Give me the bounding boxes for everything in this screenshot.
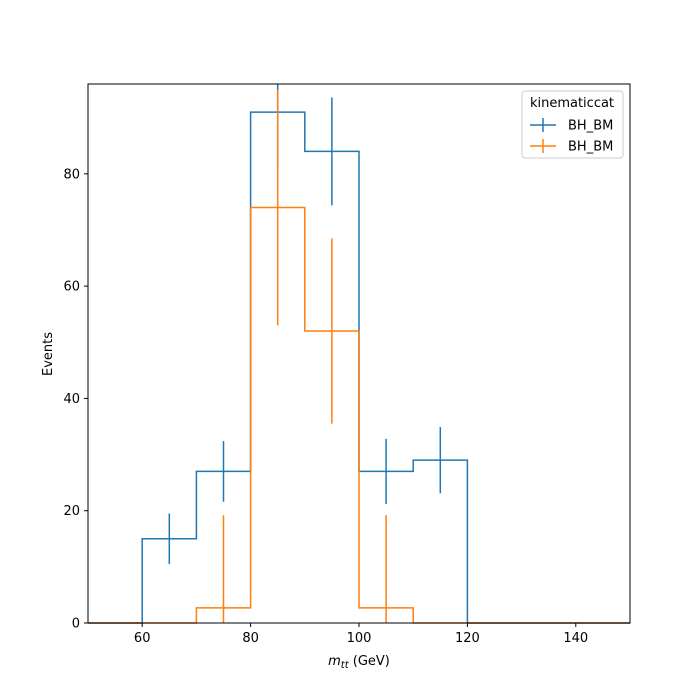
x-tick-label: 80 [242, 631, 259, 646]
legend-label: BH_BM [568, 119, 613, 134]
x-tick-label: 60 [134, 631, 151, 646]
x-axis-ticks: 60 80 100 120 140 [134, 623, 588, 646]
y-tick-label: 0 [72, 617, 80, 632]
legend-label: BH_BM [568, 140, 613, 155]
legend-entry-1: BH_BM [530, 139, 613, 155]
y-tick-label: 60 [63, 280, 80, 295]
data-layer [88, 84, 630, 624]
legend: kinematiccat BH_BM BH_BM [521, 90, 624, 159]
legend-entries: BH_BM BH_BM [530, 118, 613, 155]
legend-title: kinematiccat [530, 96, 614, 111]
x-axis-label: mtt (GeV) [328, 654, 390, 671]
x-axis-label-main: m [328, 654, 341, 669]
x-tick-label: 100 [347, 631, 372, 646]
legend-box [521, 90, 624, 159]
y-tick-label: 40 [63, 392, 80, 407]
x-tick-label: 120 [455, 631, 480, 646]
y-axis-ticks: 0 20 40 60 80 [63, 167, 88, 632]
x-axis-label-subscript: tt [341, 660, 350, 671]
y-axis-label: Events [41, 332, 56, 376]
legend-entry-0: BH_BM [530, 118, 613, 134]
y-tick-label: 20 [63, 504, 80, 519]
x-tick-label: 140 [563, 631, 588, 646]
x-axis-label-unit: (GeV) [349, 654, 390, 669]
y-tick-label: 80 [63, 167, 80, 182]
